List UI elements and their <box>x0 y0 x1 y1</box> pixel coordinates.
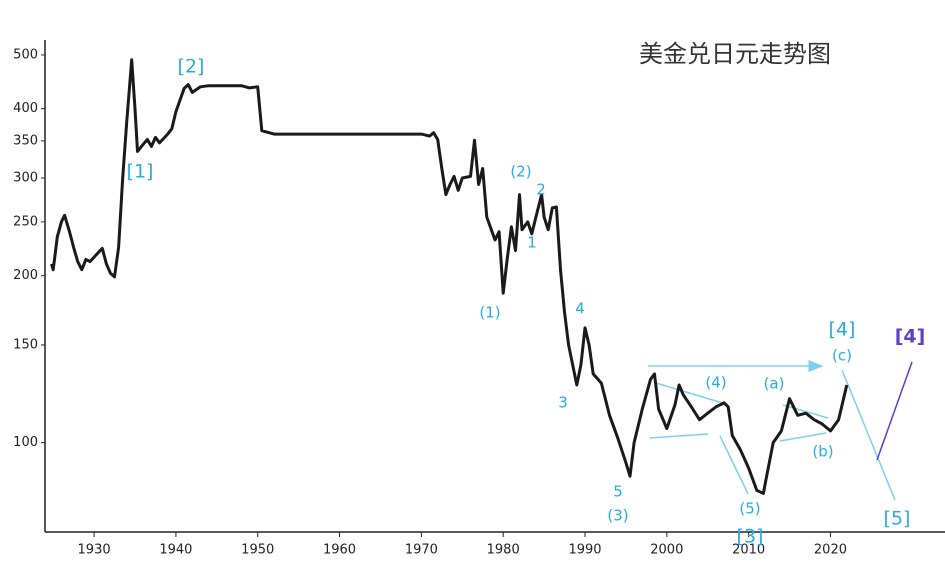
x-tick-label: 1990 <box>568 543 601 558</box>
y-tick-label: 500 <box>13 47 38 62</box>
wave-label: 5 <box>613 483 623 501</box>
guide-line <box>841 369 896 501</box>
wave-label: (5) <box>739 500 760 518</box>
wave-label: [5] <box>884 508 911 530</box>
wave-label: (2) <box>510 163 531 181</box>
wave-label: [2] <box>178 56 205 78</box>
wave-label: 3 <box>558 394 568 412</box>
wave-label: [1] <box>127 161 154 183</box>
chart-title: 美金兑日元走势图 <box>639 40 831 68</box>
guide-line <box>649 433 709 439</box>
y-tick-label: 300 <box>13 170 38 185</box>
wave-label: (c) <box>832 347 852 365</box>
guide-line <box>719 435 749 495</box>
wave-label: 1 <box>527 234 537 252</box>
x-tick-label: 1930 <box>78 543 111 558</box>
wave-label: (b) <box>812 443 833 461</box>
guide-line <box>876 361 913 461</box>
y-tick-label: 350 <box>13 133 38 148</box>
x-tick-label: 2010 <box>732 543 765 558</box>
wave-label: (4) <box>705 374 726 392</box>
wave-label: 4 <box>575 300 585 318</box>
x-tick-label: 2000 <box>650 543 683 558</box>
x-tick-label: 1950 <box>241 543 274 558</box>
x-tick-label: 1940 <box>159 543 192 558</box>
y-tick-label: 150 <box>13 337 38 352</box>
wave-label: [4] <box>895 326 926 348</box>
guide-line <box>779 432 827 442</box>
wave-label: (3) <box>607 507 628 525</box>
guide-line <box>782 404 829 419</box>
guide-line <box>655 382 727 405</box>
wave-label: (a) <box>764 375 785 393</box>
guides <box>648 360 913 501</box>
wave-label: (1) <box>479 304 500 322</box>
y-tick-label: 100 <box>13 435 38 450</box>
y-tick-label: 400 <box>13 101 38 116</box>
x-tick-label: 1980 <box>487 543 520 558</box>
y-tick-label: 200 <box>13 268 38 283</box>
y-tick-label: 250 <box>13 214 38 229</box>
wave-label: 2 <box>536 181 546 199</box>
x-tick-label: 1960 <box>323 543 356 558</box>
x-tick-label: 2020 <box>814 543 847 558</box>
x-tick-label: 1970 <box>405 543 438 558</box>
price-line <box>50 58 849 495</box>
wave-label: [3] <box>737 526 764 548</box>
wave-label: [4] <box>829 319 856 341</box>
